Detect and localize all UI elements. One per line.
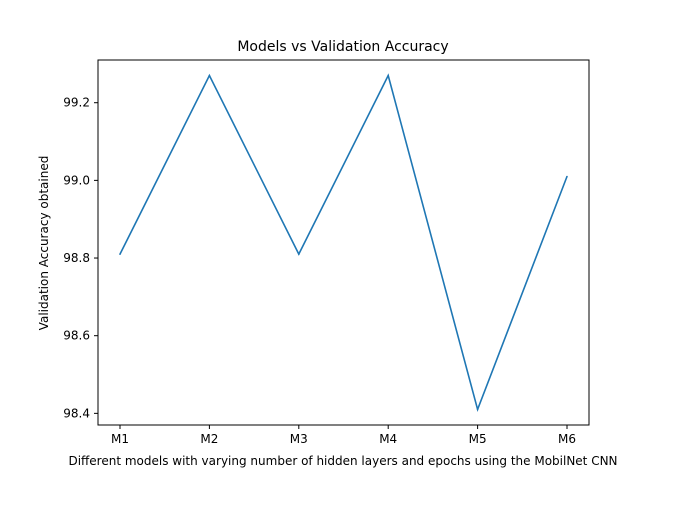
series-line bbox=[119, 73, 568, 413]
x-tick-label: M3 bbox=[290, 432, 308, 446]
axes-frame bbox=[97, 59, 590, 426]
chart-title: Models vs Validation Accuracy bbox=[237, 39, 448, 55]
data-point bbox=[566, 175, 568, 178]
y-tick-label: 99.0 bbox=[63, 173, 90, 187]
x-tick-label: M2 bbox=[200, 432, 218, 446]
data-point bbox=[387, 74, 390, 77]
x-tick-label: M5 bbox=[469, 432, 487, 446]
data-point bbox=[476, 408, 479, 411]
y-axis-label: Validation Accuracy obtained bbox=[37, 156, 51, 331]
x-tick-label: M4 bbox=[379, 432, 397, 446]
y-tick-label: 98.6 bbox=[63, 329, 90, 343]
data-point bbox=[298, 253, 300, 255]
data-point bbox=[119, 253, 121, 255]
data-point bbox=[208, 74, 211, 77]
x-tick-label: M1 bbox=[111, 432, 129, 446]
y-tick-label: 98.4 bbox=[63, 406, 90, 420]
y-tick-label: 99.2 bbox=[63, 96, 90, 110]
y-tick-label: 98.8 bbox=[63, 251, 90, 265]
x-axis-label: Different models with varying number of … bbox=[68, 454, 617, 468]
plot-area: 98.4 98.6 98.8 99.0 99.2 M1 M2 M3 M4 M5 M6 bbox=[63, 59, 590, 446]
x-tick-label: M6 bbox=[558, 432, 576, 446]
